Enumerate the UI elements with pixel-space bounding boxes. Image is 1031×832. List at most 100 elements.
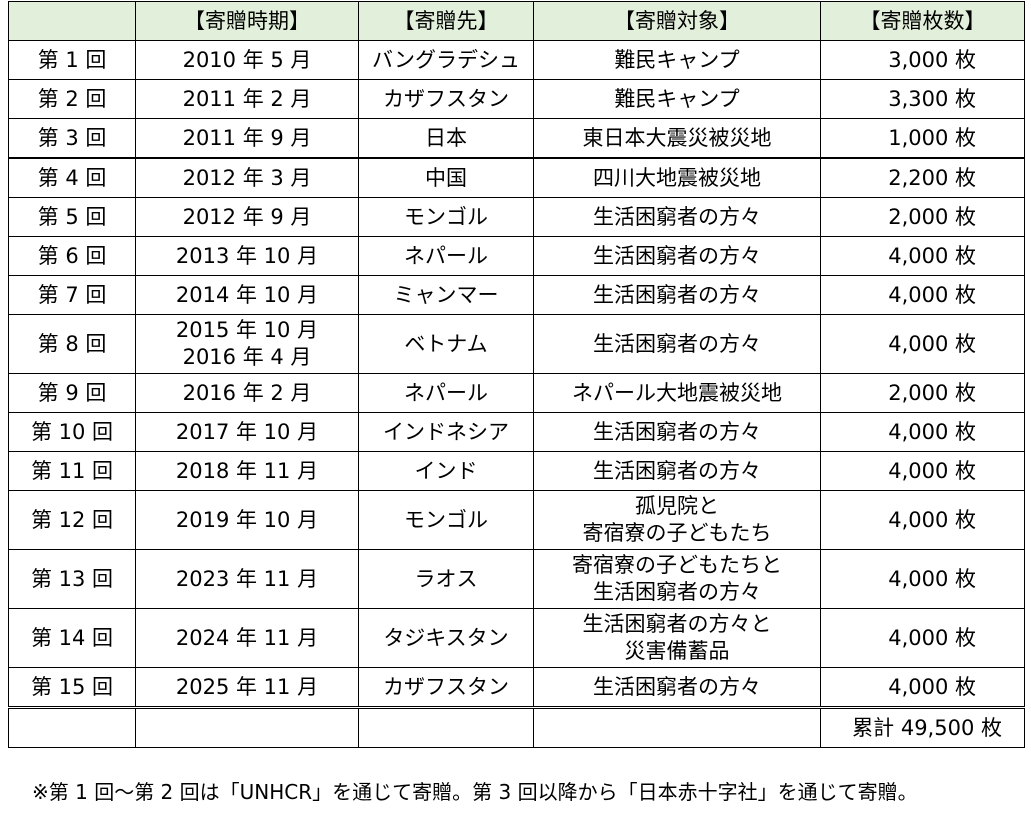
round-cell: 第 3 回 — [8, 118, 136, 159]
table-row: 第 7 回 2014 年 10 月 ミャンマー 生活困窮者の方々 4,000 枚 — [8, 275, 1025, 315]
target-cell-line: 生活困窮者の方々 — [593, 458, 761, 483]
period-cell: 2019 年 10 月 — [135, 490, 359, 550]
total-empty-cell — [358, 706, 534, 748]
period-cell: 2012 年 3 月 — [135, 157, 359, 198]
target-cell-line: 生活困窮者の方々 — [593, 419, 761, 444]
destination-cell: ラオス — [358, 549, 534, 609]
round-cell: 第 14 回 — [8, 608, 136, 668]
period-cell: 2023 年 11 月 — [135, 549, 359, 609]
target-cell: 生活困窮者の方々 — [533, 451, 821, 491]
destination-cell: インド — [358, 451, 534, 491]
table-row: 第 14 回 2024 年 11 月タジキスタン 生活困窮者の方々と 災害備蓄品 4,0… — [8, 608, 1025, 668]
destination-cell: 中国 — [358, 157, 534, 198]
period-cell: 2015 年 10 月 2016 年 4 月 — [135, 314, 359, 374]
destination-cell: モンゴル — [358, 490, 534, 550]
target-cell-line: 四川大地震被災地 — [593, 165, 761, 190]
destination-cell: モンゴル — [358, 197, 534, 237]
table-body: 第 1 回 2010 年 5 月バングラデシュ 難民キャンプ 3,000 枚第 2 回… — [8, 40, 1025, 708]
period-cell: 2010 年 5 月 — [135, 40, 359, 80]
header-sheets: 【寄贈枚数】 — [820, 1, 1025, 41]
destination-cell: カザフスタン — [358, 667, 534, 708]
target-cell-line: 東日本大震災被災地 — [582, 125, 772, 150]
target-cell-line: 生活困窮者の方々 — [593, 674, 761, 699]
header-destination: 【寄贈先】 — [358, 1, 534, 41]
total-empty-cell — [135, 706, 359, 748]
table-row: 第 2 回 2011 年 2 月 カザフスタン 難民キャンプ 3,300 枚 — [8, 79, 1025, 119]
period-cell-line: 2013 年 10 月 — [175, 243, 319, 268]
target-cell: ネパール大地震被災地 — [533, 373, 821, 413]
target-cell: 生活困窮者の方々 — [533, 412, 821, 452]
target-cell: 孤児院と 寄宿寮の子どもたち — [533, 490, 821, 550]
table-row: 第 1 回 2010 年 5 月 バングラデシュ 難民キャンプ 3,000 枚 — [8, 40, 1025, 80]
header-row: 【寄贈時期】 【寄贈先】 【寄贈対象】 【寄贈枚数】 — [8, 1, 1025, 41]
sheets-cell: 3,300 枚 — [820, 79, 1025, 119]
period-cell: 2024 年 11 月 — [135, 608, 359, 668]
round-cell: 第 10 回 — [8, 412, 136, 452]
destination-cell: インドネシア — [358, 412, 534, 452]
period-cell-line: 2024 年 11 月 — [175, 625, 319, 650]
destination-cell: カザフスタン — [358, 79, 534, 119]
destination-cell: タジキスタン — [358, 608, 534, 668]
donation-table: 【寄贈時期】 【寄贈先】 【寄贈対象】 【寄贈枚数】 第 1 回 2010 年 5… — [8, 1, 1025, 748]
period-cell: 2014 年 10 月 — [135, 275, 359, 315]
round-cell: 第 7 回 — [8, 275, 136, 315]
target-cell-line: 生活困窮者の方々と — [582, 612, 772, 636]
period-cell: 2016 年 2 月 — [135, 373, 359, 413]
round-cell: 第 1 回 — [8, 40, 136, 80]
period-cell-line: 2015 年 10 月 — [175, 318, 319, 342]
sheets-cell: 3,000 枚 — [820, 40, 1025, 80]
total-empty-cell — [8, 706, 136, 748]
sheets-cell: 2,200 枚 — [820, 157, 1025, 198]
round-cell: 第 5 回 — [8, 197, 136, 237]
table-row: 第 11 回 2018 年 11 月 インド 生活困窮者の方々 4,000 枚 — [8, 451, 1025, 491]
period-cell-line: 2016 年 4 月 — [182, 345, 312, 369]
target-cell: 難民キャンプ — [533, 40, 821, 80]
target-cell-line: 生活困窮者の方々 — [593, 204, 761, 229]
total-empty-cell — [533, 706, 821, 748]
round-cell: 第 12 回 — [8, 490, 136, 550]
header-round — [8, 1, 136, 41]
destination-cell: ベトナム — [358, 314, 534, 374]
target-cell-line: 難民キャンプ — [614, 86, 740, 111]
target-cell: 四川大地震被災地 — [533, 157, 821, 198]
target-cell-line: 生活困窮者の方々 — [593, 243, 761, 268]
total-row: 累計 49,500 枚 — [8, 706, 1025, 748]
round-cell: 第 8 回 — [8, 314, 136, 374]
table-row: 第 6 回 2013 年 10 月 ネパール 生活困窮者の方々 4,000 枚 — [8, 236, 1025, 276]
round-cell: 第 6 回 — [8, 236, 136, 276]
sheets-cell: 2,000 枚 — [820, 197, 1025, 237]
round-cell: 第 15 回 — [8, 667, 136, 708]
period-cell-line: 2012 年 9 月 — [182, 204, 312, 229]
period-cell: 2018 年 11 月 — [135, 451, 359, 491]
period-cell: 2017 年 10 月 — [135, 412, 359, 452]
target-cell: 生活困窮者の方々と 災害備蓄品 — [533, 608, 821, 668]
destination-cell: ネパール — [358, 236, 534, 276]
round-cell: 第 13 回 — [8, 549, 136, 609]
period-cell: 2011 年 9 月 — [135, 118, 359, 159]
period-cell: 2025 年 11 月 — [135, 667, 359, 708]
sheets-cell: 2,000 枚 — [820, 373, 1025, 413]
table-row: 第 4 回 2012 年 3 月 中国 四川大地震被災地 2,200 枚 — [8, 157, 1025, 198]
header-target: 【寄贈対象】 — [533, 1, 821, 41]
footnote: ※第 1 回～第 2 回は「UNHCR」を通じて寄贈。第 3 回以降から「日本赤… — [32, 780, 918, 804]
target-cell-line: 寄宿寮の子どもたちと — [572, 553, 782, 577]
target-cell-line: 生活困窮者の方々 — [593, 282, 761, 307]
period-cell: 2013 年 10 月 — [135, 236, 359, 276]
period-cell-line: 2025 年 11 月 — [175, 674, 319, 699]
target-cell: 生活困窮者の方々 — [533, 236, 821, 276]
target-cell-line: 寄宿寮の子どもたち — [582, 521, 772, 545]
sheets-cell: 4,000 枚 — [820, 490, 1025, 550]
table-row: 第 10 回 2017 年 10 月 インドネシア 生活困窮者の方々 4,000 枚 — [8, 412, 1025, 452]
round-cell: 第 4 回 — [8, 157, 136, 198]
table-row: 第 13 回 2023 年 11 月ラオス 寄宿寮の子どもたちと 生活困窮者の方々 4,… — [8, 549, 1025, 609]
total-sheets: 累計 49,500 枚 — [820, 706, 1025, 748]
table-row: 第 3 回 2011 年 9 月 日本 東日本大震災被災地 1,000 枚 — [8, 118, 1025, 159]
target-cell-line: ネパール大地震被災地 — [572, 380, 782, 405]
target-cell: 難民キャンプ — [533, 79, 821, 119]
target-cell: 生活困窮者の方々 — [533, 275, 821, 315]
destination-cell: ネパール — [358, 373, 534, 413]
target-cell: 東日本大震災被災地 — [533, 118, 821, 159]
target-cell-line: 生活困窮者の方々 — [593, 580, 761, 604]
target-cell-line: 災害備蓄品 — [624, 639, 730, 663]
table-row: 第 5 回 2012 年 9 月 モンゴル 生活困窮者の方々 2,000 枚 — [8, 197, 1025, 237]
